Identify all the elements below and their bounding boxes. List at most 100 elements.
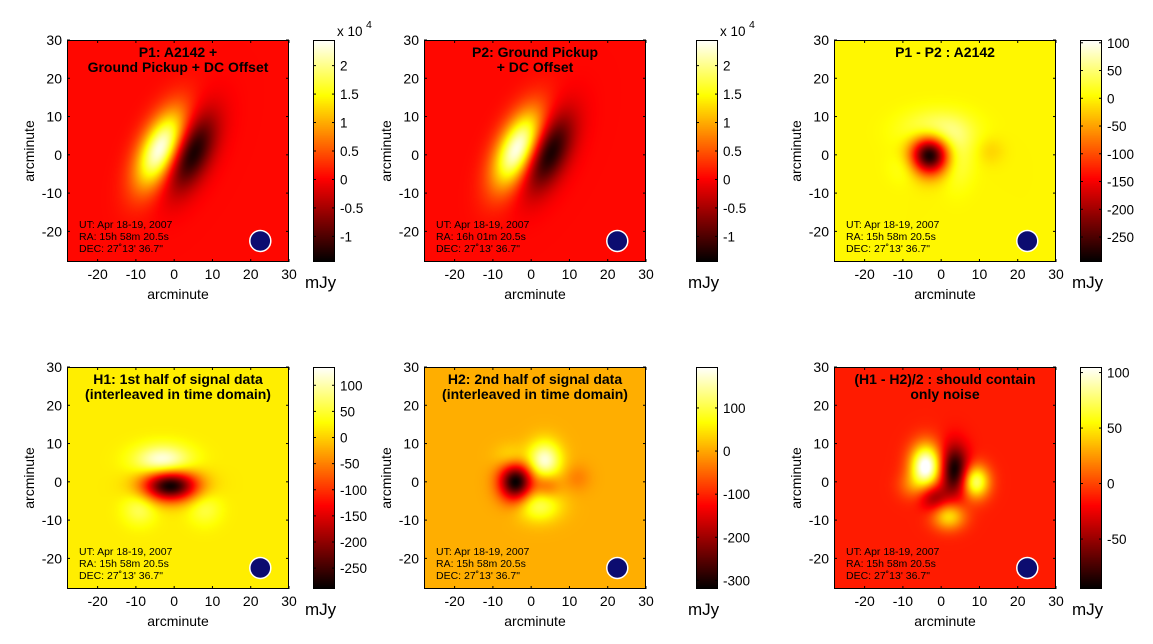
y-tick-label: 20: [46, 397, 62, 413]
x-tick-label: -20: [445, 266, 465, 282]
y-axis-label: arcminute: [788, 120, 804, 182]
observation-info: DEC: 27˚13' 36.7": [436, 570, 520, 582]
beam-circle: [606, 229, 629, 253]
colorbar-tick-label: -0.5: [723, 201, 746, 216]
panel-title: (interleaved in time domain): [85, 386, 271, 402]
x-tick-label: 0: [170, 266, 178, 282]
colorbar-tick-label: 0.5: [723, 144, 742, 159]
x-tick-label: -10: [126, 593, 146, 609]
panel-title: Ground Pickup + DC Offset: [88, 59, 269, 75]
colorbar-tick-label: 1.5: [340, 87, 359, 102]
axes-box: [67, 40, 289, 262]
observation-info: UT: Apr 18-19, 2007: [79, 219, 173, 231]
observation-info: RA: 15h 58m 20.5s: [79, 231, 169, 243]
beam-circle: [1016, 229, 1039, 253]
x-tick-label: 10: [562, 266, 578, 282]
map-panel: -20 -10 0 10 20 303020100-10-20arcminutearcmi…: [378, 359, 750, 629]
map-panel: -20 -10 0 10 20 303020100-10-20arcminutearcmi…: [788, 359, 1130, 629]
y-tick-label: -20: [399, 223, 419, 239]
beam-circle: [249, 556, 272, 580]
x-tick-label: -20: [855, 266, 875, 282]
colorbar-tick-label: 2: [340, 59, 348, 74]
x-tick-label: 0: [937, 593, 945, 609]
x-tick-label: 0: [527, 266, 535, 282]
y-tick-label: 20: [813, 70, 829, 86]
x-axis-label: arcminute: [914, 613, 976, 629]
x-tick-label: 30: [638, 593, 654, 609]
colorbar-tick-label: 0: [723, 444, 731, 459]
panel-title: P1 - P2 : A2142: [895, 44, 995, 60]
observation-info: RA: 15h 58m 20.5s: [79, 558, 169, 570]
y-tick-label: 10: [46, 436, 62, 452]
observation-info: RA: 15h 58m 20.5s: [846, 231, 936, 243]
colorbar-tick-label: -250: [340, 561, 367, 576]
colorbar-gradient: [313, 367, 335, 589]
colorbar-tick-label: 100: [340, 378, 363, 393]
x-tick-label: 30: [1048, 593, 1064, 609]
colorbar-exponent-power: 4: [749, 19, 755, 31]
colorbar-tick-label: -200: [1107, 202, 1134, 217]
colorbar-box: [313, 367, 335, 589]
colorbar-gradient: [1080, 40, 1102, 262]
heatmap-image: [834, 367, 1056, 589]
x-tick-label: 30: [638, 266, 654, 282]
y-tick-label: -20: [42, 223, 62, 239]
colorbar-tick-label: -0.5: [340, 201, 363, 216]
panel-title: (interleaved in time domain): [442, 386, 628, 402]
x-tick-label: 10: [972, 593, 988, 609]
colorbar-gradient: [313, 40, 335, 262]
y-axis-label: arcminute: [788, 447, 804, 509]
y-tick-label: 30: [403, 359, 419, 375]
y-tick-label: 30: [46, 359, 62, 375]
beam-circle: [249, 229, 272, 253]
colorbar-tick-label: 0.5: [340, 144, 359, 159]
colorbar-tick-label: 50: [340, 404, 355, 419]
colorbar-tick-label: 0: [1107, 91, 1115, 106]
y-tick-label: 10: [403, 436, 419, 452]
panel-title: (H1 - H2)/2 : should contain: [854, 371, 1035, 387]
x-axis-label: arcminute: [147, 286, 209, 302]
colorbar-tick-label: -1: [723, 229, 735, 244]
y-tick-label: -20: [809, 223, 829, 239]
y-tick-label: -10: [809, 185, 829, 201]
x-tick-label: 0: [937, 266, 945, 282]
y-tick-label: 0: [821, 147, 829, 163]
colorbar-unit: mJy: [1072, 273, 1104, 292]
x-tick-label: -10: [483, 593, 503, 609]
y-tick-label: 30: [46, 32, 62, 48]
colorbar-tick-label: -200: [723, 530, 750, 545]
x-tick-label: 30: [281, 266, 297, 282]
observation-info: RA: 15h 58m 20.5s: [846, 558, 936, 570]
y-tick-label: 30: [813, 359, 829, 375]
observation-info: RA: 15h 58m 20.5s: [436, 558, 526, 570]
panel-title: P2: Ground Pickup: [472, 44, 598, 60]
colorbar-tick-label: 0: [340, 431, 348, 446]
map-panel: -20 -10 0 10 20 303020100-10-20arcminutearcmi…: [378, 19, 755, 302]
colorbar-unit: mJy: [688, 273, 720, 292]
colorbar-tick-label: 100: [723, 401, 746, 416]
colorbar-tick-label: -100: [723, 487, 750, 502]
colorbar-gradient: [696, 40, 718, 262]
x-tick-label: 30: [281, 593, 297, 609]
x-tick-label: 20: [243, 266, 259, 282]
observation-info: DEC: 27˚13' 36.7": [79, 243, 163, 255]
x-tick-label: -20: [88, 266, 108, 282]
panel-title: + DC Offset: [497, 59, 574, 75]
y-tick-label: 0: [54, 147, 62, 163]
y-tick-label: -20: [399, 550, 419, 566]
x-axis-label: arcminute: [914, 286, 976, 302]
x-tick-label: 0: [170, 593, 178, 609]
y-axis-label: arcminute: [378, 447, 394, 509]
y-tick-label: 10: [813, 436, 829, 452]
beam-circle: [606, 556, 629, 580]
y-tick-label: -20: [809, 550, 829, 566]
y-tick-label: 10: [46, 109, 62, 125]
x-tick-label: -20: [855, 593, 875, 609]
colorbar-tick-label: 1.5: [723, 87, 742, 102]
heatmap-image: [834, 40, 1056, 262]
y-tick-label: 20: [813, 397, 829, 413]
axes-box: [424, 367, 646, 589]
x-axis-label: arcminute: [147, 613, 209, 629]
colorbar-tick-label: 100: [1107, 36, 1130, 51]
